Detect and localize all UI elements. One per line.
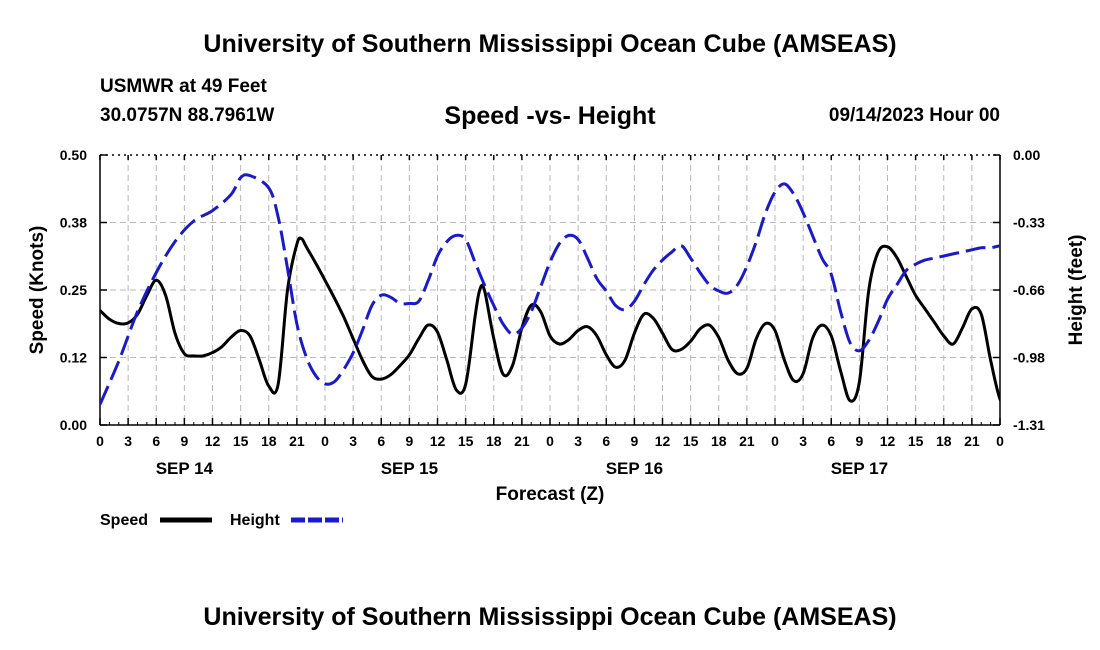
x-tick-label: 18: [711, 433, 727, 449]
x-tick-label: 12: [205, 433, 221, 449]
x-tick-label: 3: [349, 433, 357, 449]
y-right-tick-label: -0.33: [1013, 215, 1045, 231]
y-axis-label-left: Speed (Knots): [27, 226, 48, 355]
y-left-tick-label: 0.12: [60, 350, 87, 366]
x-tick-label: 9: [405, 433, 413, 449]
y-right-tick-label: -0.98: [1013, 350, 1045, 366]
legend-label-speed: Speed: [100, 512, 148, 529]
series-line-height: [100, 173, 1000, 405]
x-date-label: SEP 14: [156, 459, 214, 478]
x-tick-label: 18: [261, 433, 277, 449]
legend-label-height: Height: [230, 512, 280, 529]
x-axis-label: Forecast (Z): [496, 484, 605, 505]
page-title-top: University of Southern Mississippi Ocean…: [203, 30, 897, 58]
chart-title: Speed -vs- Height: [444, 102, 656, 130]
x-tick-label: 6: [602, 433, 610, 449]
x-tick-label: 0: [771, 433, 779, 449]
x-tick-label: 18: [486, 433, 502, 449]
y-left-tick-label: 0.25: [60, 282, 87, 298]
x-tick-label: 0: [321, 433, 329, 449]
x-tick-label: 9: [630, 433, 638, 449]
x-tick-label: 18: [936, 433, 952, 449]
y-left-tick-label: 0.50: [60, 147, 87, 163]
x-tick-label: 0: [96, 433, 104, 449]
y-right-tick-label: 0.00: [1013, 147, 1040, 163]
x-tick-label: 9: [180, 433, 188, 449]
legend: Speed Height: [100, 512, 343, 529]
x-tick-label: 6: [827, 433, 835, 449]
x-date-label: SEP 17: [831, 459, 888, 478]
y-left-tick-label: 0.00: [60, 417, 87, 433]
x-tick-label: 6: [377, 433, 385, 449]
y-left-tick-label: 0.38: [60, 215, 87, 231]
y-axis-label-right: Height (feet): [1066, 235, 1087, 346]
x-tick-label: 6: [152, 433, 160, 449]
y-right-tick-label: -1.31: [1013, 417, 1045, 433]
station-label: USMWR at 49 Feet: [100, 76, 267, 97]
x-date-label: SEP 15: [381, 459, 438, 478]
x-date-label: SEP 16: [606, 459, 663, 478]
x-tick-label: 21: [514, 433, 530, 449]
x-tick-label: 3: [124, 433, 132, 449]
y-right-tick-label: -0.66: [1013, 282, 1045, 298]
x-tick-label: 12: [880, 433, 896, 449]
x-tick-label: 12: [655, 433, 671, 449]
x-tick-label: 21: [739, 433, 755, 449]
x-tick-label: 21: [289, 433, 305, 449]
datetime-label: 09/14/2023 Hour 00: [828, 105, 1000, 126]
x-tick-label: 9: [855, 433, 863, 449]
x-tick-label: 12: [430, 433, 446, 449]
x-tick-label: 0: [996, 433, 1004, 449]
x-tick-label: 3: [574, 433, 582, 449]
series-line-speed: [100, 236, 1000, 403]
x-tick-label: 0: [546, 433, 554, 449]
x-tick-label: 15: [458, 433, 474, 449]
x-tick-label: 15: [908, 433, 924, 449]
page-title-bottom: University of Southern Mississippi Ocean…: [203, 603, 896, 631]
x-tick-label: 3: [799, 433, 807, 449]
x-tick-label: 15: [233, 433, 249, 449]
x-tick-label: 15: [683, 433, 699, 449]
x-tick-label: 21: [964, 433, 980, 449]
location-label: 30.0757N 88.7961W: [100, 105, 275, 126]
